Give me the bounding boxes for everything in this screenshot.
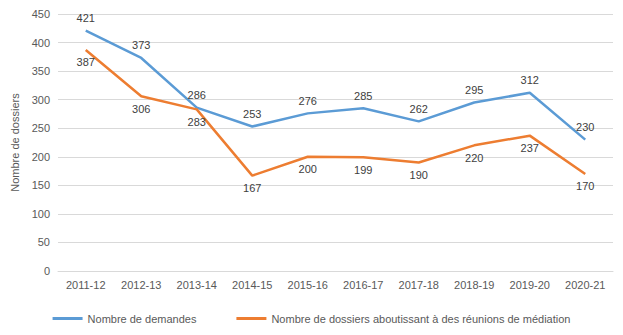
svg-text:373: 373	[132, 39, 150, 51]
svg-text:450: 450	[32, 8, 50, 20]
svg-text:276: 276	[299, 95, 317, 107]
svg-text:2012-13: 2012-13	[121, 279, 161, 291]
svg-text:285: 285	[354, 90, 372, 102]
svg-text:250: 250	[32, 122, 50, 134]
svg-text:2016-17: 2016-17	[343, 279, 383, 291]
svg-text:170: 170	[576, 180, 594, 192]
svg-text:Nombre de dossiers aboutissant: Nombre de dossiers aboutissant à des réu…	[271, 313, 570, 325]
svg-text:283: 283	[188, 116, 206, 128]
svg-text:2017-18: 2017-18	[399, 279, 439, 291]
svg-text:Nombre de demandes: Nombre de demandes	[88, 313, 197, 325]
svg-text:150: 150	[32, 179, 50, 191]
svg-text:2018-19: 2018-19	[454, 279, 494, 291]
svg-text:Nombre de dossiers: Nombre de dossiers	[9, 93, 21, 192]
svg-text:400: 400	[32, 37, 50, 49]
svg-text:295: 295	[465, 84, 483, 96]
svg-text:50: 50	[38, 236, 50, 248]
svg-text:306: 306	[132, 103, 150, 115]
svg-text:2020-21: 2020-21	[565, 279, 605, 291]
svg-text:262: 262	[410, 103, 428, 115]
svg-text:2014-15: 2014-15	[232, 279, 272, 291]
svg-text:300: 300	[32, 94, 50, 106]
svg-text:190: 190	[410, 169, 428, 181]
svg-text:253: 253	[243, 108, 261, 120]
svg-text:2019-20: 2019-20	[510, 279, 550, 291]
svg-text:220: 220	[465, 152, 483, 164]
svg-text:421: 421	[77, 12, 95, 24]
svg-text:200: 200	[32, 151, 50, 163]
svg-text:2013-14: 2013-14	[177, 279, 217, 291]
svg-text:2011-12: 2011-12	[66, 279, 106, 291]
svg-text:199: 199	[354, 164, 372, 176]
svg-text:167: 167	[243, 182, 261, 194]
svg-text:0: 0	[44, 265, 50, 277]
svg-text:387: 387	[77, 56, 95, 68]
svg-text:100: 100	[32, 208, 50, 220]
svg-text:230: 230	[576, 121, 594, 133]
svg-text:237: 237	[521, 142, 539, 154]
svg-text:200: 200	[299, 163, 317, 175]
svg-text:350: 350	[32, 65, 50, 77]
svg-text:286: 286	[188, 89, 206, 101]
svg-text:2015-16: 2015-16	[288, 279, 328, 291]
svg-text:312: 312	[521, 74, 539, 86]
